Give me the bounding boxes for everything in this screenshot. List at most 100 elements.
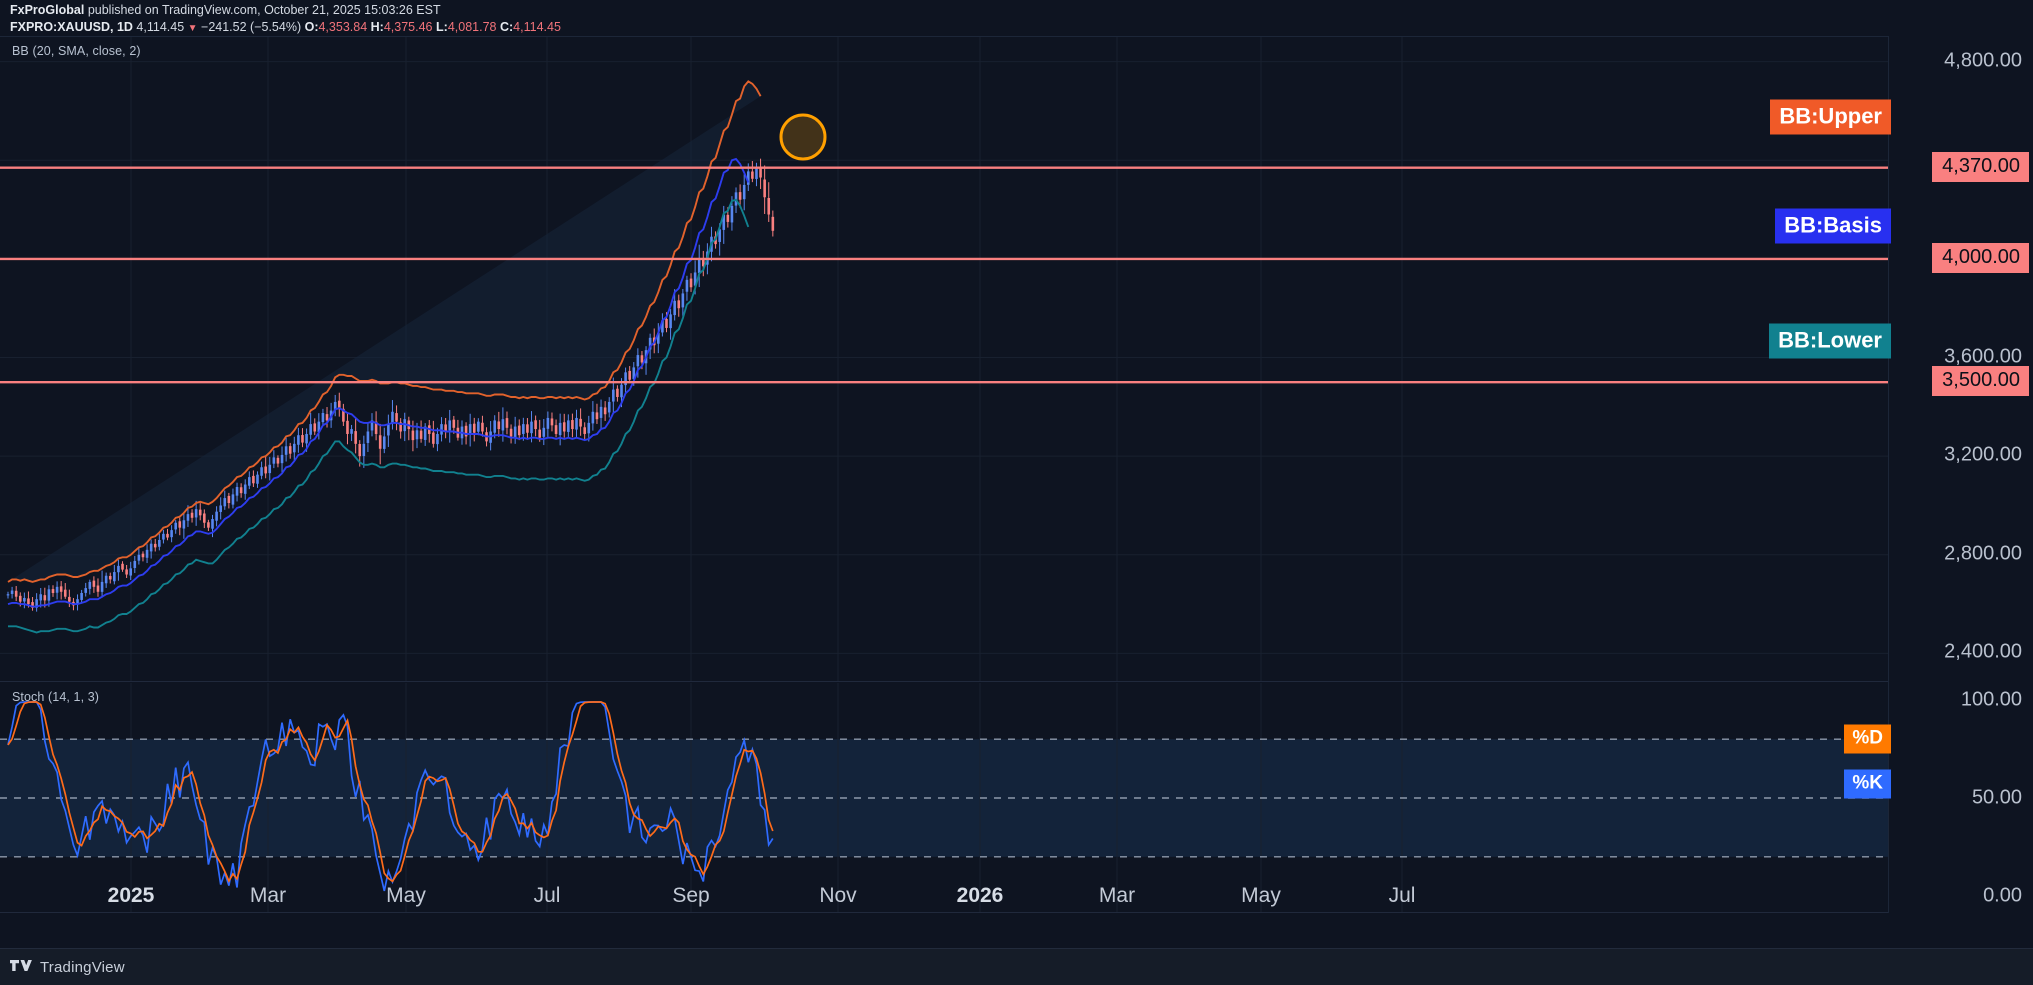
candle-body xyxy=(771,216,775,231)
candle-body xyxy=(276,457,280,464)
candle-body xyxy=(190,512,194,518)
candle-body xyxy=(542,427,546,437)
candle-body xyxy=(391,411,394,424)
candle-body xyxy=(673,300,676,316)
bb-series-badge[interactable]: BB:Upper xyxy=(1770,99,1891,135)
open-value: 4,353.84 xyxy=(318,20,368,34)
candle-body xyxy=(423,426,427,440)
candle-body xyxy=(27,598,30,605)
candle-body xyxy=(243,484,247,494)
candle-body xyxy=(256,474,259,484)
candle-body xyxy=(607,401,611,413)
price-axis-tick: 3,600.00 xyxy=(1944,345,2022,368)
price-level-tag[interactable]: 3,500.00 xyxy=(1932,366,2029,397)
candle-body xyxy=(530,421,533,434)
candle-body xyxy=(23,597,26,602)
candle-body xyxy=(738,192,742,200)
candle-body xyxy=(579,418,582,427)
candle-body xyxy=(432,432,435,444)
candle-body xyxy=(325,414,329,421)
candle-body xyxy=(497,421,501,430)
publisher-name[interactable]: FxProGlobal xyxy=(10,3,85,17)
candle-body xyxy=(640,355,644,363)
bb-series-badge[interactable]: BB:Lower xyxy=(1769,323,1891,358)
candle-body xyxy=(141,553,145,558)
candle-body xyxy=(162,533,165,540)
price-level-tag[interactable]: 4,370.00 xyxy=(1932,151,2029,182)
candle-body xyxy=(382,436,386,449)
bb-series-badge[interactable]: BB:Basis xyxy=(1775,208,1891,244)
symbol-label[interactable]: FXPRO:XAUUSD, 1D xyxy=(10,20,133,34)
candle-body xyxy=(665,318,668,328)
candle-body xyxy=(158,539,161,547)
price-axis-tick: 2,400.00 xyxy=(1944,640,2022,663)
candle-body xyxy=(346,420,349,434)
candle-body xyxy=(284,446,288,455)
candle-body xyxy=(309,424,312,435)
candle-body xyxy=(92,580,96,587)
candle-body xyxy=(248,477,251,486)
candle-body xyxy=(587,422,591,434)
candle-body xyxy=(215,511,218,521)
candle-body xyxy=(47,589,51,601)
publish-info: published on TradingView.com, October 21… xyxy=(87,3,441,17)
candle-body xyxy=(493,420,497,433)
candle-body xyxy=(227,495,231,504)
candle-body xyxy=(505,418,509,428)
candle-body xyxy=(419,430,423,439)
time-axis-tick: Mar xyxy=(1098,884,1136,907)
candle-body xyxy=(211,519,214,529)
candle-body xyxy=(333,401,337,411)
candle-body xyxy=(636,355,640,367)
candle-body xyxy=(685,279,689,292)
candle-body xyxy=(297,435,300,445)
candle-body xyxy=(387,424,390,436)
price-axis-tick: 4,800.00 xyxy=(1944,49,2022,72)
candle-body xyxy=(477,421,480,432)
candle-body xyxy=(448,420,452,431)
price-scale-axis[interactable]: 4,800.00 3,600.00 3,200.00 2,800.00 2,400.00… xyxy=(1769,36,2033,913)
bb-basis-line xyxy=(7,157,750,608)
candle-body xyxy=(657,332,660,344)
stoch-series-badge[interactable]: %D xyxy=(1844,724,1891,754)
candle-body xyxy=(321,413,325,423)
candle-body xyxy=(35,599,38,608)
candle-body xyxy=(628,370,631,380)
candle-body xyxy=(133,560,137,568)
candle-body xyxy=(39,594,43,601)
stoch-indicator-title[interactable]: Stoch (14, 1, 3) xyxy=(12,690,100,704)
stoch-series-badge[interactable]: %K xyxy=(1844,769,1891,799)
stoch-pane[interactable]: Stoch (14, 1, 3) xyxy=(0,683,1888,913)
candle-body xyxy=(481,422,484,432)
tradingview-logo-icon xyxy=(10,959,32,971)
bb-upper-line xyxy=(7,80,762,583)
candle-body xyxy=(575,417,578,430)
candle-body xyxy=(137,554,141,561)
candle-body xyxy=(174,522,177,530)
price-level-tag[interactable]: 4,000.00 xyxy=(1932,242,2029,273)
candle-body xyxy=(661,320,664,333)
time-scale-axis[interactable]: 2025 Mar May Jul Sep Nov 2026 Mar May Jul xyxy=(0,877,2033,912)
candle-body xyxy=(599,406,603,418)
time-axis-tick: 2026 xyxy=(956,884,1004,907)
bb-indicator-title[interactable]: BB (20, SMA, close, 2) xyxy=(12,44,141,58)
candle-body xyxy=(501,419,505,431)
candle-body xyxy=(55,586,59,593)
candle-body xyxy=(145,549,149,558)
candle-body xyxy=(252,475,255,484)
candle-body xyxy=(751,171,754,179)
candle-body xyxy=(624,372,627,386)
candle-body xyxy=(595,412,599,420)
candle-body xyxy=(113,572,116,582)
candle-body xyxy=(538,429,541,438)
time-axis-tick: May xyxy=(386,884,426,907)
price-pane[interactable]: BB (20, SMA, close, 2) xyxy=(0,36,1888,682)
candle-body xyxy=(395,413,398,422)
candle-body xyxy=(742,184,746,200)
candle-body xyxy=(612,389,615,402)
close-value: 4,114.45 xyxy=(513,20,561,34)
candle-body xyxy=(411,430,415,441)
candle-body xyxy=(153,543,157,548)
price-axis-tick: 2,800.00 xyxy=(1944,542,2022,565)
candle-body xyxy=(558,422,562,436)
